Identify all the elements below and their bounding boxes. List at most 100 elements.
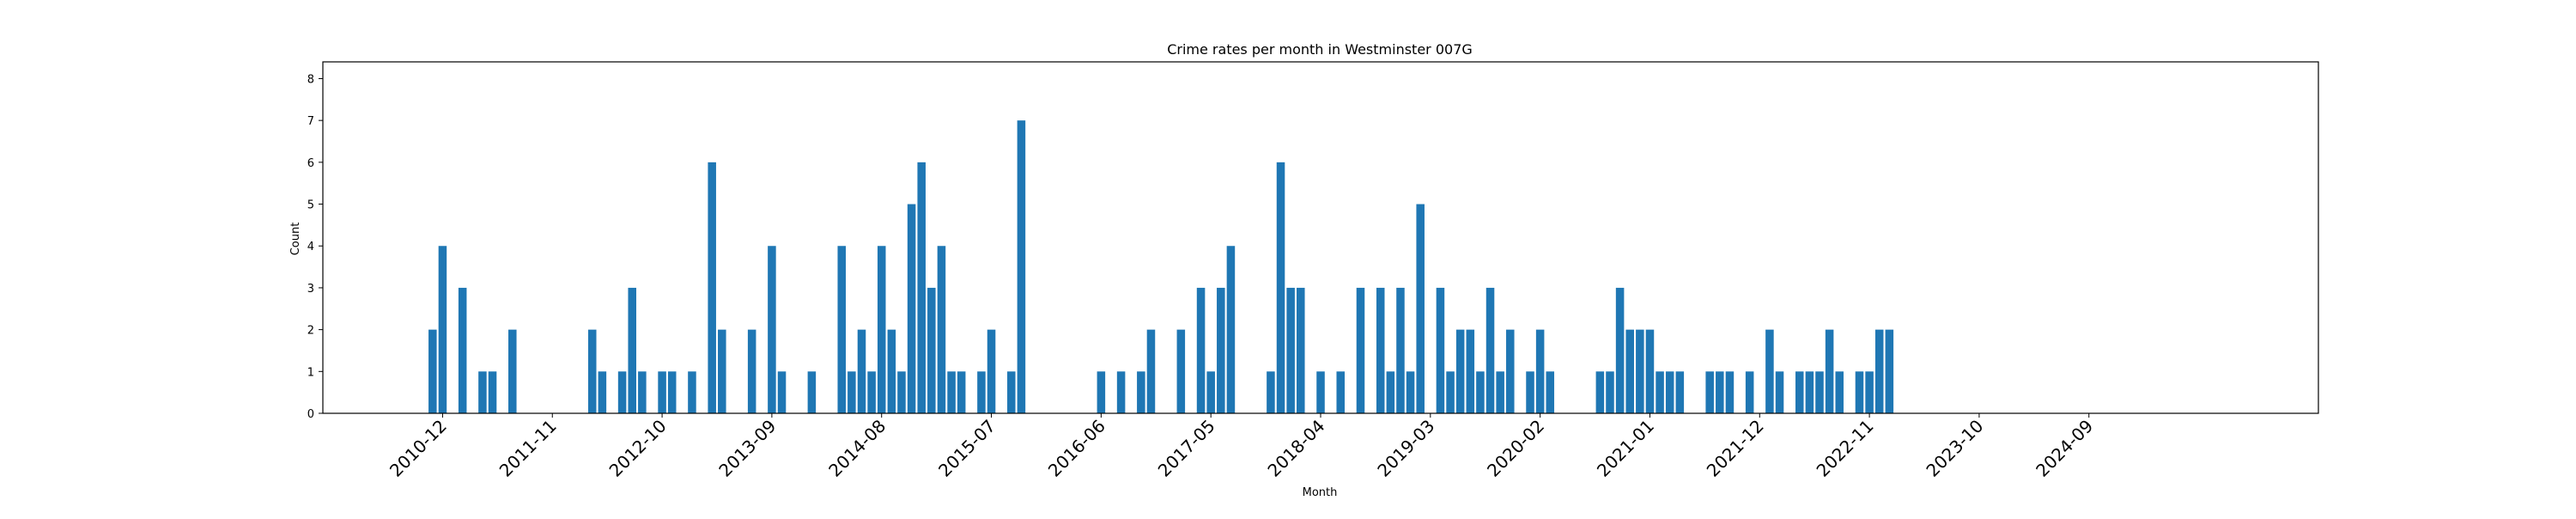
x-tick-label: 2016-06 [1044,416,1109,481]
x-tick-label: 2019-03 [1373,416,1438,481]
bar-2020-08 [1595,371,1605,413]
bar-2022-08 [1835,371,1844,413]
y-tick-label: 3 [307,283,314,296]
x-tick-label: 2013-09 [714,416,780,481]
x-tick-label: 2010-12 [386,416,451,481]
bar-2017-02 [1176,329,1186,413]
bar-2012-11 [667,371,677,413]
bar-2014-08 [877,246,886,413]
x-tick-label: 2017-05 [1154,416,1219,481]
bar-2015-02 [937,246,946,413]
y-tick-label: 2 [307,325,314,338]
bar-2019-07 [1466,329,1475,413]
bar-2019-01 [1406,371,1415,413]
bar-2014-10 [897,371,906,413]
bar-2012-10 [658,371,666,413]
x-tick-label: 2021-01 [1593,416,1658,481]
bar-2015-07 [987,329,996,413]
bar-2023-01 [1885,329,1894,413]
bar-2018-06 [1336,371,1346,413]
bar-2018-11 [1386,371,1395,413]
bar-2012-08 [638,371,647,413]
bar-2015-10 [1017,120,1026,414]
y-axis: 0 1 2 3 4 5 6 7 8 [307,73,323,421]
x-axis: 2010-12 2011-11 2012-10 2013-09 2014-08 2015-… [386,413,2097,481]
y-tick-label: 8 [307,73,314,86]
bar-2017-05 [1206,371,1215,413]
bar-2020-03 [1546,371,1555,413]
bar-2017-12 [1276,162,1285,414]
bar-2011-05 [488,371,497,413]
bar-2012-03 [587,329,597,413]
bar-2021-01 [1645,329,1655,413]
bar-2012-07 [628,287,636,413]
y-tick-label: 6 [307,157,314,170]
bar-2014-07 [867,371,876,413]
bar-2017-07 [1226,246,1236,413]
bar-2018-01 [1286,287,1295,413]
bar-2019-08 [1476,371,1485,413]
bar-2015-04 [957,371,966,413]
bar-2022-05 [1805,371,1814,413]
bar-2010-12 [438,246,447,413]
x-tick-label: 2015-07 [934,416,999,481]
bar-2018-12 [1396,287,1405,413]
x-tick-label: 2023-10 [1922,416,1987,481]
bar-2013-09 [768,246,776,413]
y-axis-label: Count [289,223,302,256]
x-tick-label: 2014-08 [824,416,890,481]
bar-2013-04 [718,329,726,413]
bar-2019-04 [1436,287,1445,413]
bar-2018-02 [1297,287,1305,413]
bar-2021-07 [1705,371,1714,413]
bar-2020-12 [1636,329,1644,413]
chart-title: Crime rates per month in Westminster 007… [1167,41,1473,58]
bar-2014-12 [917,162,926,414]
bar-2019-06 [1455,329,1465,413]
bar-2015-01 [927,287,936,413]
bar-2015-06 [977,371,986,413]
bar-2020-10 [1615,287,1625,413]
x-axis-label: Month [1303,486,1338,499]
bar-2016-08 [1116,371,1126,413]
x-tick-label: 2018-04 [1263,416,1328,481]
bar-2018-08 [1356,287,1365,413]
bar-2021-08 [1716,371,1724,413]
bar-2021-11 [1745,371,1754,413]
bar-2013-10 [777,371,787,413]
bar-2014-04 [837,246,847,413]
bar-2022-12 [1874,329,1884,413]
bar-2011-04 [478,371,487,413]
bar-2014-05 [848,371,856,413]
bar-2017-04 [1196,287,1206,413]
bar-2022-10 [1855,371,1864,413]
bar-2022-07 [1825,329,1834,413]
y-tick-label: 7 [307,115,314,128]
bar-2020-11 [1625,329,1634,413]
bar-2021-09 [1725,371,1735,413]
bar-2012-06 [617,371,627,413]
bar-2022-06 [1815,371,1824,413]
bar-2019-10 [1496,371,1504,413]
bar-2021-04 [1675,371,1685,413]
y-tick-label: 4 [307,241,314,253]
y-tick-label: 0 [307,408,314,421]
bar-2013-07 [747,329,756,413]
bar-2015-09 [1007,371,1016,413]
bar-2020-02 [1535,329,1545,413]
bar-2020-01 [1526,371,1534,413]
bar-2015-03 [947,371,956,413]
bar-2017-06 [1217,287,1225,413]
bar-2014-09 [887,329,896,413]
bar-2017-11 [1267,371,1275,413]
bar-2016-11 [1146,329,1156,413]
bar-2013-03 [708,162,716,414]
bar-2022-11 [1865,371,1874,413]
bar-2019-09 [1485,287,1495,413]
plot-frame [322,61,2319,414]
x-tick-label: 2011-11 [495,416,561,481]
y-tick-label: 5 [307,199,314,212]
bar-2021-03 [1665,371,1674,413]
